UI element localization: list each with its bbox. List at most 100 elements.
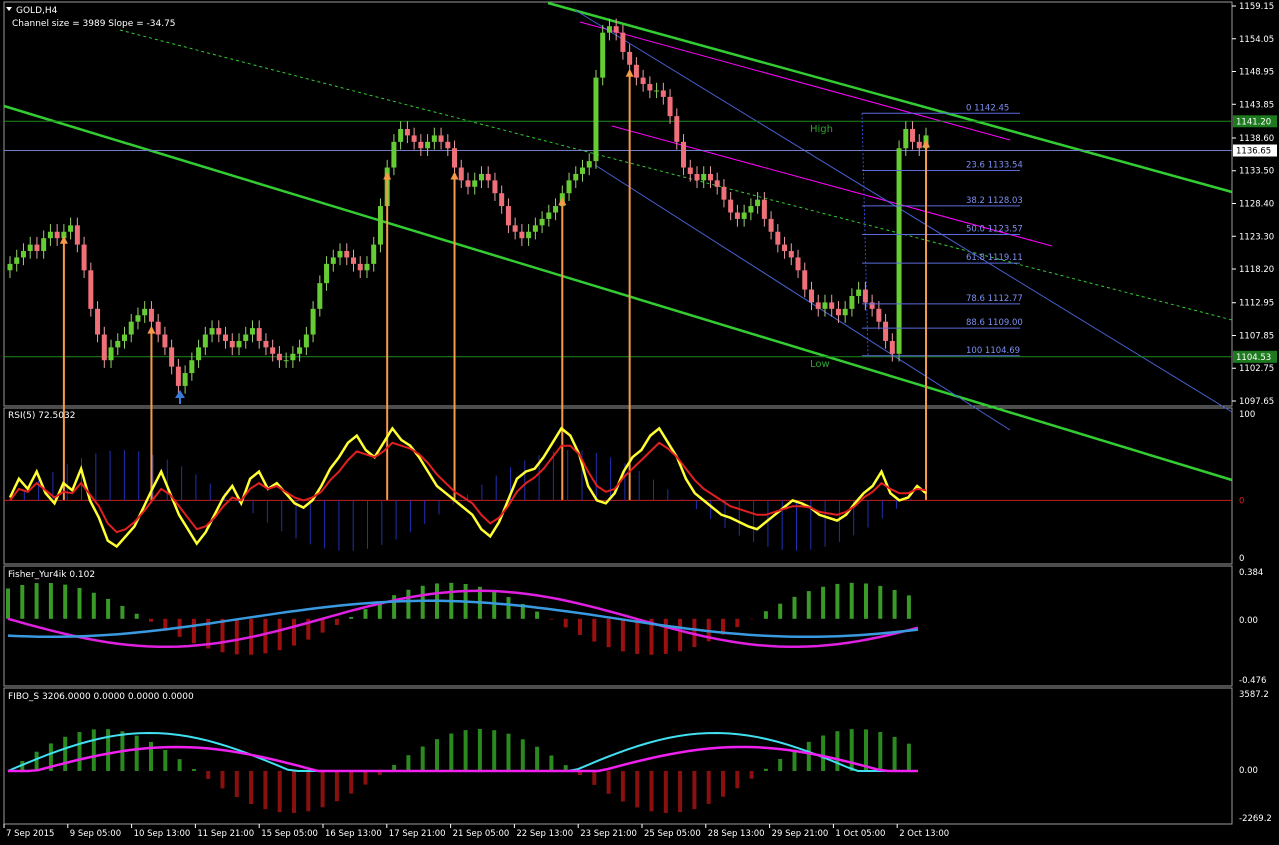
candle-body bbox=[526, 231, 532, 239]
rsi-series-line bbox=[9, 441, 927, 534]
candle-body bbox=[627, 51, 633, 65]
signal-arrow-head bbox=[450, 171, 459, 180]
candle-body bbox=[317, 283, 323, 309]
candle-body bbox=[667, 96, 673, 117]
candle-body bbox=[364, 263, 370, 271]
candle-body bbox=[20, 251, 26, 258]
price-tick-label: 1143.85 bbox=[1239, 100, 1274, 110]
time-tick-label: 11 Sep 21:00 bbox=[197, 829, 254, 839]
candle-body bbox=[81, 244, 87, 271]
price-label-text: 1141.20 bbox=[1236, 117, 1271, 127]
candle-body bbox=[606, 26, 612, 33]
pane-border-rsi bbox=[3, 407, 1233, 565]
price-label-box bbox=[1233, 350, 1277, 363]
candle-body bbox=[660, 90, 666, 97]
channel-subtitle: Channel size = 3989 Slope = -34.75 bbox=[12, 19, 176, 29]
time-tick-label: 28 Sep 13:00 bbox=[708, 829, 765, 839]
candle-body bbox=[721, 186, 727, 200]
fib-level-label: 50.0 1123.57 bbox=[966, 225, 1023, 235]
fisher-tick-label: 0.384 bbox=[1239, 568, 1263, 578]
candle-body bbox=[142, 308, 148, 316]
signal-arrows bbox=[59, 68, 930, 500]
candle-body bbox=[795, 257, 801, 271]
time-tick-label: 10 Sep 13:00 bbox=[134, 829, 191, 839]
price-label-text: 1136.65 bbox=[1236, 147, 1271, 157]
candle-body bbox=[889, 340, 895, 354]
pane-border-fibo bbox=[3, 687, 1233, 825]
time-tick-label: 17 Sep 21:00 bbox=[389, 829, 446, 839]
candle-body bbox=[202, 334, 208, 348]
price-tick-label: 1112.95 bbox=[1239, 299, 1274, 309]
candle-body bbox=[869, 302, 875, 309]
time-tick-label: 29 Sep 21:00 bbox=[772, 829, 829, 839]
candle-body bbox=[620, 32, 626, 52]
time-tick-label: 15 Sep 05:00 bbox=[261, 829, 318, 839]
candle-body bbox=[243, 334, 249, 341]
candle-body bbox=[883, 321, 889, 341]
candle-body bbox=[377, 206, 383, 245]
candle-body bbox=[330, 257, 336, 264]
dropdown-triangle-icon[interactable] bbox=[6, 7, 12, 11]
price-tick-label: 1138.60 bbox=[1239, 134, 1274, 144]
candle-body bbox=[492, 180, 498, 194]
time-tick-label: 9 Sep 05:00 bbox=[70, 829, 121, 839]
candle-body bbox=[654, 90, 660, 92]
candle-body bbox=[640, 77, 646, 85]
candle-body bbox=[822, 302, 828, 309]
candle-body bbox=[734, 212, 740, 219]
candle-body bbox=[438, 135, 444, 142]
candle-body bbox=[802, 270, 808, 290]
fib-level-label: 100 1104.69 bbox=[966, 346, 1020, 356]
candle-body bbox=[566, 180, 572, 194]
candle-body bbox=[290, 353, 296, 361]
candle-body bbox=[647, 84, 653, 91]
candle-body bbox=[34, 244, 40, 252]
candle-body bbox=[519, 231, 525, 239]
candle-body bbox=[896, 148, 902, 354]
candle-body bbox=[768, 218, 774, 232]
candle-body bbox=[411, 135, 417, 142]
high-annotation: High bbox=[810, 124, 833, 135]
candle-body bbox=[849, 295, 855, 309]
fisher-pane: 0.384 0.00 -0.476 bbox=[6, 568, 1266, 686]
candle-body bbox=[148, 308, 154, 322]
rsi-pane: 100 0 0 bbox=[4, 410, 1255, 564]
candle-body bbox=[910, 128, 916, 142]
candle-body bbox=[748, 206, 754, 213]
fibo-s-tick-label: -2269.2 bbox=[1239, 814, 1272, 824]
candle-body bbox=[351, 257, 356, 264]
signal-arrow-head bbox=[59, 235, 68, 244]
candle-body bbox=[445, 141, 451, 149]
fib-level-label: 88.6 1109.00 bbox=[966, 318, 1023, 328]
candle-body bbox=[41, 238, 47, 252]
candle-body bbox=[546, 212, 552, 219]
price-tick-label: 1118.20 bbox=[1239, 265, 1274, 275]
candle-body bbox=[539, 218, 545, 226]
signal-arrow-head bbox=[558, 197, 567, 206]
fisher-title: Fisher_Yur4ik 0.102 bbox=[8, 570, 95, 580]
chart-symbol-title: GOLD,H4 bbox=[16, 6, 58, 16]
rsi-tick-label: 0 bbox=[1239, 554, 1244, 564]
candle-body bbox=[586, 161, 592, 168]
fisher-tick-label: 0.00 bbox=[1239, 616, 1258, 626]
candle-body bbox=[856, 289, 862, 296]
candle-body bbox=[782, 244, 788, 252]
price-tick-label: 1128.40 bbox=[1239, 200, 1274, 210]
candle-body bbox=[613, 26, 619, 33]
candle-body bbox=[728, 199, 734, 213]
candle-body bbox=[229, 340, 235, 348]
fibo-s-slow-line bbox=[8, 745, 918, 773]
time-tick-label: 21 Sep 05:00 bbox=[453, 829, 510, 839]
candle-body bbox=[189, 360, 195, 374]
candle-body bbox=[600, 32, 606, 78]
candle-body bbox=[128, 321, 134, 335]
fisher-tick-label: -0.476 bbox=[1239, 676, 1266, 686]
signal-arrow-head bbox=[147, 325, 156, 334]
time-tick-label: 7 Sep 2015 bbox=[6, 829, 54, 839]
time-tick-label: 16 Sep 13:00 bbox=[325, 829, 382, 839]
candle-body bbox=[74, 225, 80, 245]
candle-body bbox=[182, 373, 188, 386]
candle-body bbox=[431, 135, 437, 142]
candle-body bbox=[169, 347, 175, 367]
